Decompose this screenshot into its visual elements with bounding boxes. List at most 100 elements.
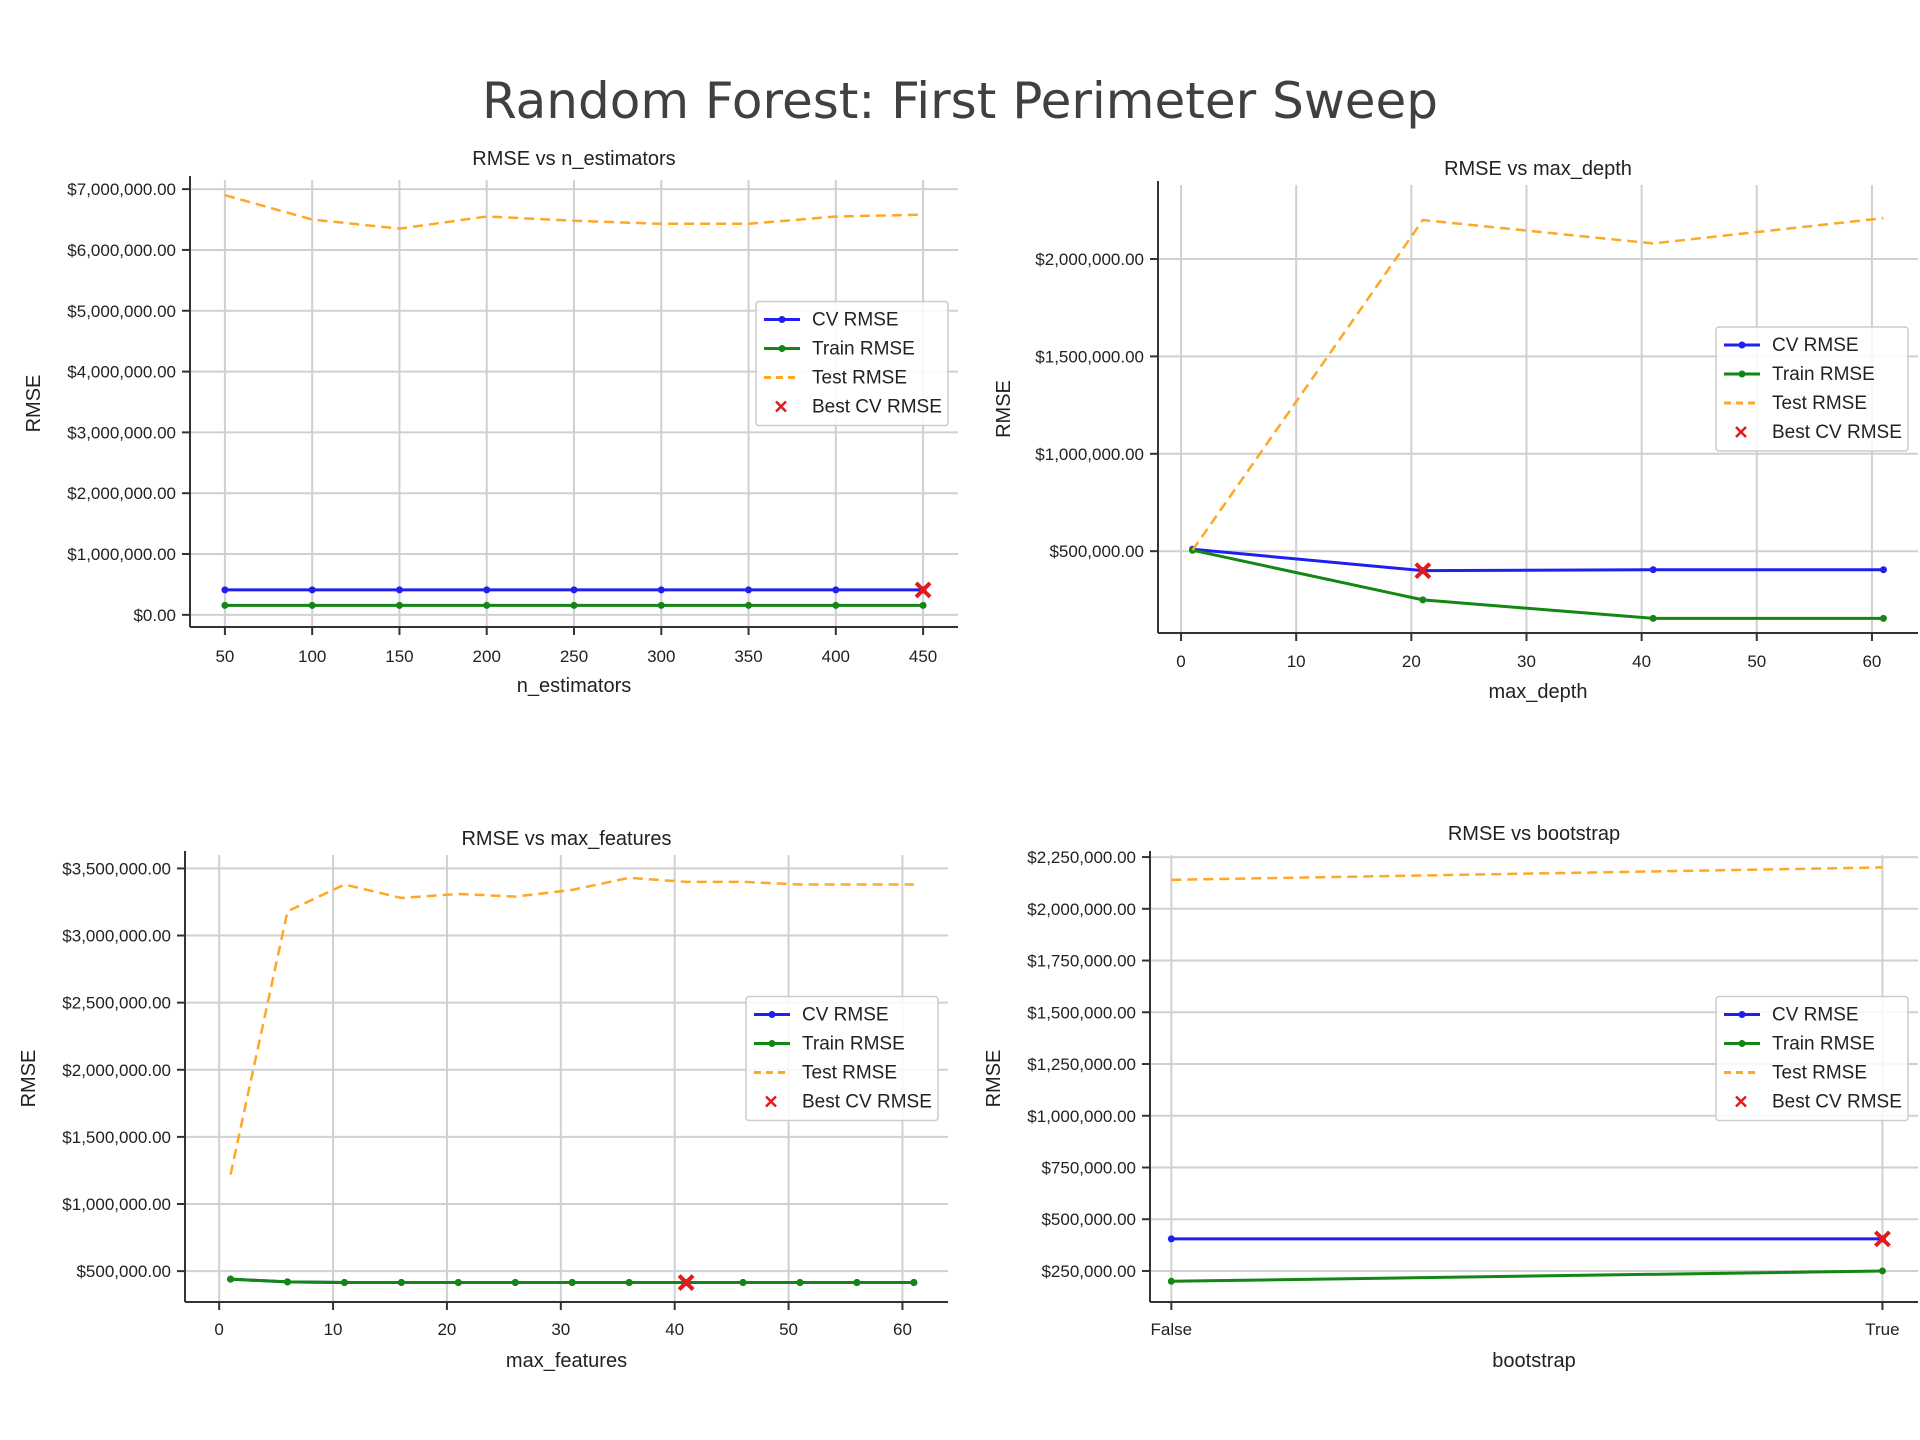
legend-item-cv-rmse: CV RMSE xyxy=(1724,1005,1859,1026)
cv-rmse-point xyxy=(657,586,665,594)
y-tick-label: $1,500,000.00 xyxy=(1035,347,1144,366)
cv-rmse-point xyxy=(832,586,840,594)
legend-label: Train RMSE xyxy=(1772,1034,1875,1055)
cv-rmse-point xyxy=(483,586,491,594)
chart-rmse-vs-max-features: 0 10 20 30 40 50 60 $500,000.00 $1,000,000.00 $1,… xyxy=(18,828,948,1372)
x-tick-label: 50 xyxy=(215,647,234,666)
train-rmse-point xyxy=(910,1279,918,1287)
x-tick-label: 20 xyxy=(1402,652,1421,671)
x-tick-label: 50 xyxy=(1747,652,1766,671)
legend-item-best-cv-rmse: Best CV RMSE xyxy=(1735,422,1902,443)
cv-rmse-point xyxy=(308,586,316,594)
train-rmse-point xyxy=(454,1279,462,1287)
legend-label: Train RMSE xyxy=(802,1034,905,1055)
x-tick-label: 40 xyxy=(1632,652,1651,671)
legend-item-test-rmse: Test RMSE xyxy=(764,368,907,389)
y-tick-label: $7,000,000.00 xyxy=(67,180,176,199)
test-rmse-line xyxy=(1191,216,1884,551)
train-rmse-point xyxy=(832,601,840,609)
y-tick-label: $500,000.00 xyxy=(1049,542,1144,561)
y-tick-label: $5,000,000.00 xyxy=(67,302,176,321)
best-cv-rmse-marker xyxy=(1874,1230,1891,1248)
train-rmse-point xyxy=(1649,614,1657,622)
legend-item-cv-rmse: CV RMSE xyxy=(1724,335,1859,356)
x-tick-label: 30 xyxy=(551,1320,570,1339)
legend-label: CV RMSE xyxy=(812,310,899,331)
x-tick-label: 20 xyxy=(437,1320,456,1339)
y-tick-label: $3,000,000.00 xyxy=(62,927,171,946)
legend-label: Best CV RMSE xyxy=(812,397,942,418)
legend-label: Train RMSE xyxy=(1772,364,1875,385)
chart-title: RMSE vs bootstrap xyxy=(1448,823,1620,845)
chart-rmse-vs-bootstrap: False True $250,000.00 $500,000.00 $750,000.… xyxy=(983,823,1918,1372)
cv-rmse-point xyxy=(395,586,403,594)
legend: CV RMSE Train RMSE Test RMSE Best CV RMSE xyxy=(1715,326,1909,452)
train-rmse-point xyxy=(1879,614,1887,622)
y-tick-label: $1,000,000.00 xyxy=(1027,1107,1136,1126)
legend-item-train-rmse: Train RMSE xyxy=(1724,364,1875,385)
y-tick-label: $750,000.00 xyxy=(1041,1158,1136,1177)
best-cv-rmse-marker xyxy=(914,581,932,599)
test-rmse-line xyxy=(1171,866,1883,882)
x-axis-label: max_depth xyxy=(1489,681,1588,703)
y-axis-label: RMSE xyxy=(993,380,1015,438)
test-rmse-line xyxy=(229,876,914,1175)
train-rmse-point xyxy=(739,1279,747,1287)
legend: CV RMSE Train RMSE Test RMSE Best CV RMSE xyxy=(1715,995,1909,1122)
test-rmse-line xyxy=(224,193,924,230)
y-tick-label: $6,000,000.00 xyxy=(67,241,176,260)
x-axis-label: bootstrap xyxy=(1492,1350,1575,1372)
train-rmse-point xyxy=(1167,1277,1175,1285)
y-tick-label: $2,500,000.00 xyxy=(62,994,171,1013)
y-tick-label: $1,750,000.00 xyxy=(1027,952,1136,971)
train-rmse-point xyxy=(745,601,753,609)
x-tick-label: 150 xyxy=(385,647,413,666)
train-rmse-point xyxy=(340,1279,348,1287)
cv-rmse-point xyxy=(745,586,753,594)
y-tick-label: $1,000,000.00 xyxy=(1035,445,1144,464)
x-tick-label: True xyxy=(1865,1320,1899,1339)
y-tick-label: $2,250,000.00 xyxy=(1027,848,1136,867)
legend-label: Best CV RMSE xyxy=(1772,1092,1902,1113)
train-rmse-point xyxy=(511,1279,519,1287)
y-tick-label: $250,000.00 xyxy=(1041,1262,1136,1281)
x-tick-label: 100 xyxy=(298,647,326,666)
x-axis-label: n_estimators xyxy=(517,675,632,697)
train-rmse-line xyxy=(1192,548,1884,620)
y-tick-label: $2,000,000.00 xyxy=(67,484,176,503)
cv-rmse-point xyxy=(1649,566,1657,574)
legend-item-train-rmse: Train RMSE xyxy=(764,339,915,360)
train-rmse-point xyxy=(657,601,665,609)
legend-label: Train RMSE xyxy=(812,339,915,360)
x-tick-label: False xyxy=(1151,1320,1193,1339)
chart-title: RMSE vs max_depth xyxy=(1444,158,1632,180)
train-rmse-point xyxy=(568,1279,576,1287)
legend-label: CV RMSE xyxy=(1772,335,1859,356)
best-cv-rmse-marker xyxy=(1414,562,1432,580)
legend-label: Test RMSE xyxy=(1772,1063,1867,1084)
best-cv-rmse-marker xyxy=(677,1274,695,1291)
legend-item-test-rmse: Test RMSE xyxy=(754,1063,897,1084)
legend-label: CV RMSE xyxy=(802,1005,889,1026)
chart-rmse-vs-max-depth: 0 10 20 30 40 50 60 $500,000.00 $1,000,000.00 $1,… xyxy=(993,158,1918,703)
x-tick-label: 40 xyxy=(665,1320,684,1339)
legend-item-cv-rmse: CV RMSE xyxy=(764,310,899,331)
cv-rmse-point xyxy=(1167,1235,1175,1243)
page-title: Random Forest: First Perimeter Sweep xyxy=(482,72,1438,130)
cv-rmse-line xyxy=(1192,547,1884,573)
y-tick-label: $1,250,000.00 xyxy=(1027,1055,1136,1074)
y-tick-label: $1,000,000.00 xyxy=(67,545,176,564)
x-tick-label: 450 xyxy=(909,647,937,666)
x-tick-label: 10 xyxy=(1287,652,1306,671)
x-tick-label: 300 xyxy=(647,647,675,666)
train-rmse-point xyxy=(853,1279,861,1287)
x-tick-label: 0 xyxy=(1176,652,1185,671)
chart-title: RMSE vs n_estimators xyxy=(472,148,675,170)
legend-label: Test RMSE xyxy=(812,368,907,389)
train-rmse-point xyxy=(395,601,403,609)
train-rmse-point xyxy=(1419,596,1427,604)
legend: CV RMSE Train RMSE Test RMSE Best CV RMSE xyxy=(745,995,939,1122)
x-tick-label: 0 xyxy=(214,1320,223,1339)
legend-label: CV RMSE xyxy=(1772,1005,1859,1026)
train-rmse-point xyxy=(227,1275,235,1283)
